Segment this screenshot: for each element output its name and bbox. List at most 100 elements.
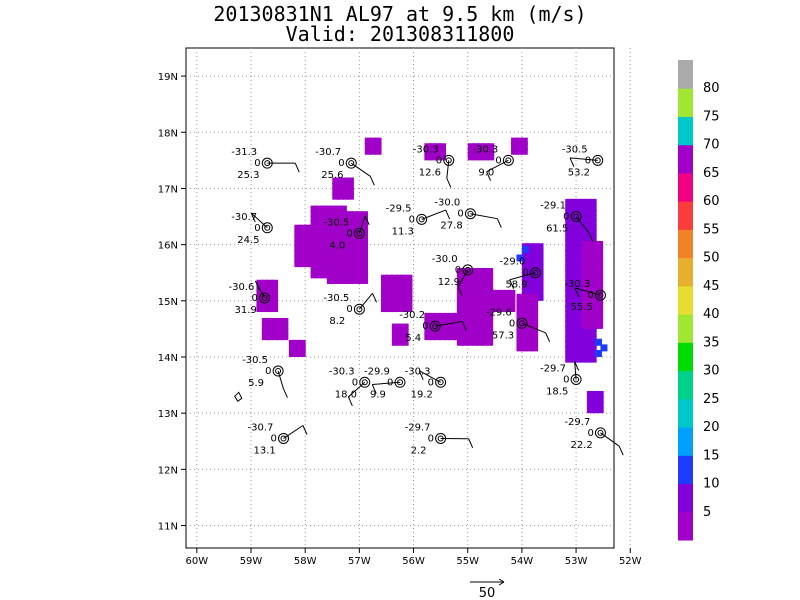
wind-cell [565, 214, 573, 222]
wind-cell [471, 303, 479, 311]
wind-barb-flag [418, 370, 424, 380]
wind-cell [461, 288, 469, 296]
wind-cell [266, 299, 274, 307]
wind-cell [565, 289, 573, 297]
wind-cell [334, 215, 342, 223]
wind-cell [574, 269, 582, 277]
wind-barb [509, 272, 536, 281]
wind-cell [401, 333, 409, 341]
wind-cell [526, 253, 534, 261]
wind-cell [476, 338, 484, 346]
wind-cell [483, 305, 491, 313]
wind-cell [315, 241, 323, 248]
wind-cell [521, 278, 529, 286]
wind-cell [271, 299, 279, 307]
wind-cell [476, 283, 484, 291]
wind-cell [424, 312, 432, 320]
wind-cell [456, 323, 464, 331]
wind-cell [395, 274, 403, 282]
station-marker [594, 427, 606, 439]
wind-cell [461, 278, 469, 286]
colorbar-segment [678, 342, 693, 372]
wind-cell [596, 311, 604, 319]
wind-cell [574, 219, 582, 227]
wind-cell [591, 271, 599, 279]
wind-cell [276, 317, 284, 325]
wind-cell [471, 267, 479, 275]
wind-cell [325, 241, 333, 248]
colorbar-label: 70 [703, 138, 720, 153]
wind-cell [325, 225, 333, 233]
wind-cell [526, 344, 534, 352]
wind-barb-flag [282, 388, 288, 398]
wind-cell [574, 284, 582, 292]
wind-cell [320, 261, 328, 269]
wind-cell [481, 328, 489, 336]
wind-cell [581, 286, 589, 294]
wind-cell [439, 153, 447, 161]
wind-cell [339, 271, 347, 279]
wind-cell-high [595, 338, 603, 346]
wind-cell [325, 235, 333, 243]
wind-cell [320, 246, 328, 254]
wind-cell [516, 293, 524, 301]
wind-cell [396, 328, 404, 336]
wind-cell [516, 298, 524, 306]
wind-cell [565, 340, 573, 348]
wind-cell [487, 143, 495, 151]
wind-cell [531, 248, 539, 256]
colorbar-segment [678, 88, 693, 117]
station-marker [462, 264, 474, 276]
wind-cell [276, 328, 284, 336]
wind-barb-flag [446, 178, 452, 188]
station-temp: -29.9 [364, 366, 390, 377]
wind-cell [308, 249, 316, 257]
wind-cell [374, 142, 382, 150]
wind-cell [584, 224, 592, 232]
wind-cell [574, 340, 582, 348]
wind-cell [381, 279, 389, 287]
wind-cell [434, 312, 442, 320]
wind-cell [476, 267, 484, 275]
wind-cell [579, 229, 587, 237]
wind-cell [581, 256, 589, 264]
wind-cell [315, 230, 323, 238]
wind-cell [471, 338, 479, 346]
wind-cell [364, 147, 372, 155]
y-tick-label: 18N [158, 128, 178, 139]
wind-cell [471, 323, 479, 331]
station-marker [416, 213, 428, 225]
wind-cell [325, 251, 333, 259]
wind-cell [304, 224, 312, 232]
station-marker [353, 303, 365, 315]
wind-cell [526, 288, 534, 296]
station-marker-inner [597, 292, 604, 299]
wind-cell [589, 335, 597, 343]
wind-cell [565, 325, 573, 333]
wind-cell [293, 344, 301, 352]
wind-cell [466, 318, 474, 326]
wind-cell [325, 210, 333, 218]
wind-cell [315, 266, 323, 274]
wind-cell [330, 205, 338, 213]
station-speed: 4.0 [329, 240, 345, 251]
station-speed: 24.5 [237, 235, 259, 246]
wind-cell [396, 338, 404, 346]
wind-cell [570, 335, 578, 343]
wind-cell [521, 298, 529, 306]
wind-cell [351, 216, 359, 224]
wind-cell [424, 153, 432, 161]
wind-cell [589, 219, 597, 227]
wind-cell [304, 244, 312, 252]
wind-cell [536, 273, 544, 281]
wind-cell [360, 246, 368, 254]
wind-cell [332, 192, 340, 200]
wind-cell [531, 308, 539, 316]
wind-cell [477, 148, 485, 156]
wind-cell [531, 283, 539, 291]
wind-cell [476, 333, 484, 341]
station-speed: 9.0 [478, 167, 494, 178]
wind-cell [400, 274, 408, 282]
wind-cell [461, 328, 469, 336]
wind-barb [457, 269, 469, 288]
